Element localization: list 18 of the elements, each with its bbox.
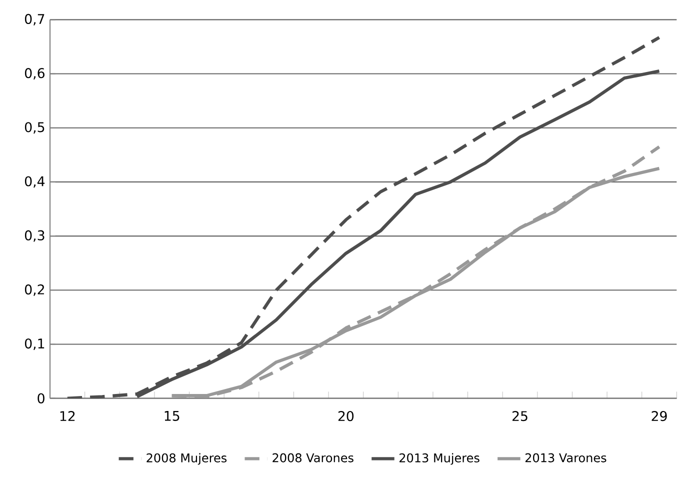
line-series (66, 36, 661, 398)
y-tick-label: 0,2 (24, 284, 44, 296)
x-tick-label: 25 (512, 411, 528, 422)
legend-label: 2013 Varones (525, 453, 606, 462)
y-tick-label: 0,5 (24, 122, 44, 134)
x-tick-label: 15 (164, 411, 180, 421)
legend-label: 2008 Mujeres (146, 453, 227, 465)
x-tick-label: 20 (338, 411, 354, 422)
y-tick-label: 0,7 (24, 14, 44, 26)
y-tick-label: 0,4 (24, 176, 45, 188)
y-tick-label: 0 (38, 393, 44, 404)
legend-label: 2013 Mujeres (400, 453, 480, 465)
y-tick-label: 0,6 (24, 68, 44, 80)
x-tick-label: 29 (652, 411, 667, 422)
y-tick-label: 0,1 (24, 338, 44, 350)
x-tick-label: 12 (60, 411, 75, 421)
legend-label: 2008 Varones (272, 453, 354, 462)
y-tick-label: 0,3 (24, 230, 44, 242)
